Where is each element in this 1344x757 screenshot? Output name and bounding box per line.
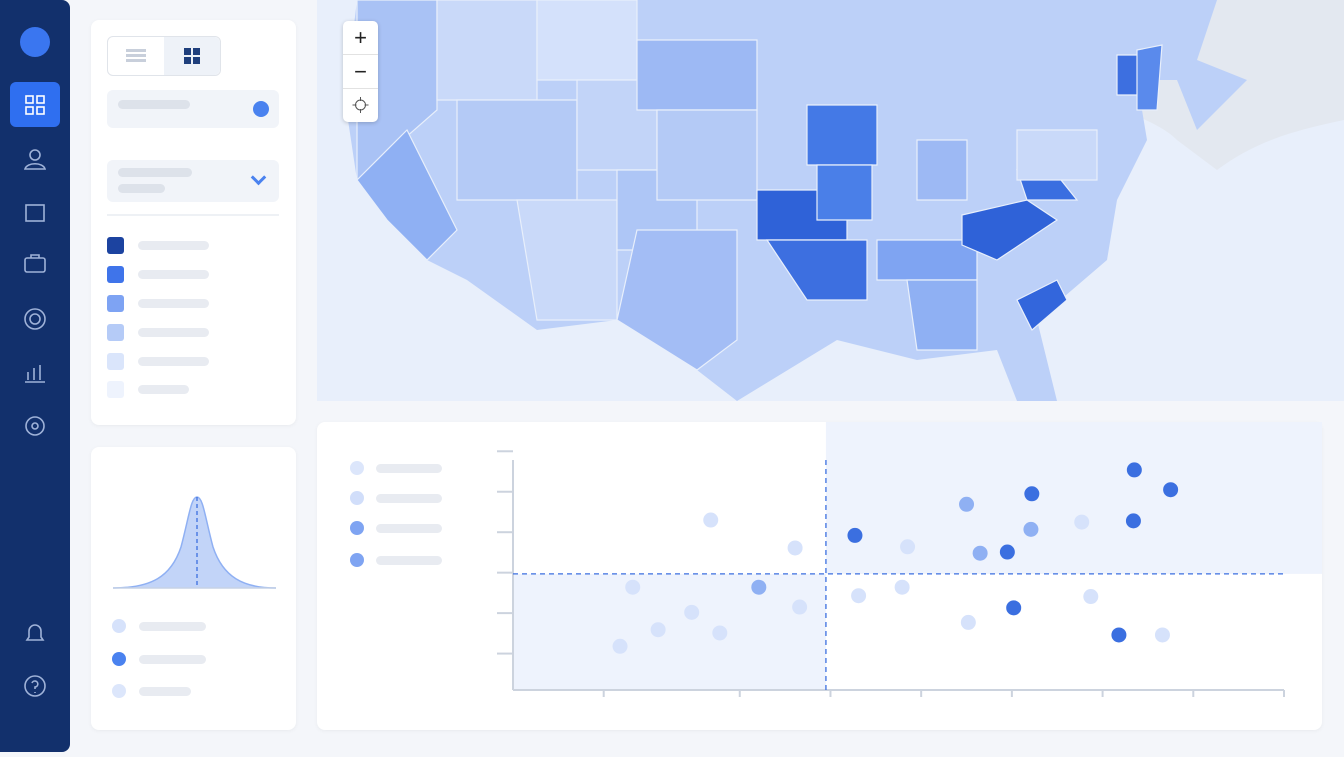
nav-notifications[interactable] [25,624,45,641]
nav-settings[interactable] [25,416,45,436]
nav-chart[interactable] [25,365,45,383]
view-toggle[interactable] [107,36,221,76]
distribution-graphic [112,496,277,698]
distribution-card [91,447,296,730]
zoom-in[interactable]: + [343,21,378,55]
nav-briefcase[interactable] [24,257,46,273]
nav-buildings[interactable] [25,204,45,222]
locate[interactable] [343,89,378,122]
map[interactable] [317,0,1344,401]
logo [20,27,50,57]
dropdown[interactable] [107,160,279,202]
scatter-legend [350,461,442,567]
sidebar-icons [10,27,60,697]
nav-help[interactable] [24,675,46,697]
zoom-controls: + − [343,21,378,122]
scatter-card [317,422,1322,730]
nav-dashboard[interactable] [10,82,60,127]
zoom-out[interactable]: − [343,55,378,89]
nav-user[interactable] [29,149,41,161]
search-input[interactable] [107,90,279,128]
nav-target[interactable] [24,308,46,330]
sidebar [0,0,70,752]
filter-panel [91,20,296,425]
